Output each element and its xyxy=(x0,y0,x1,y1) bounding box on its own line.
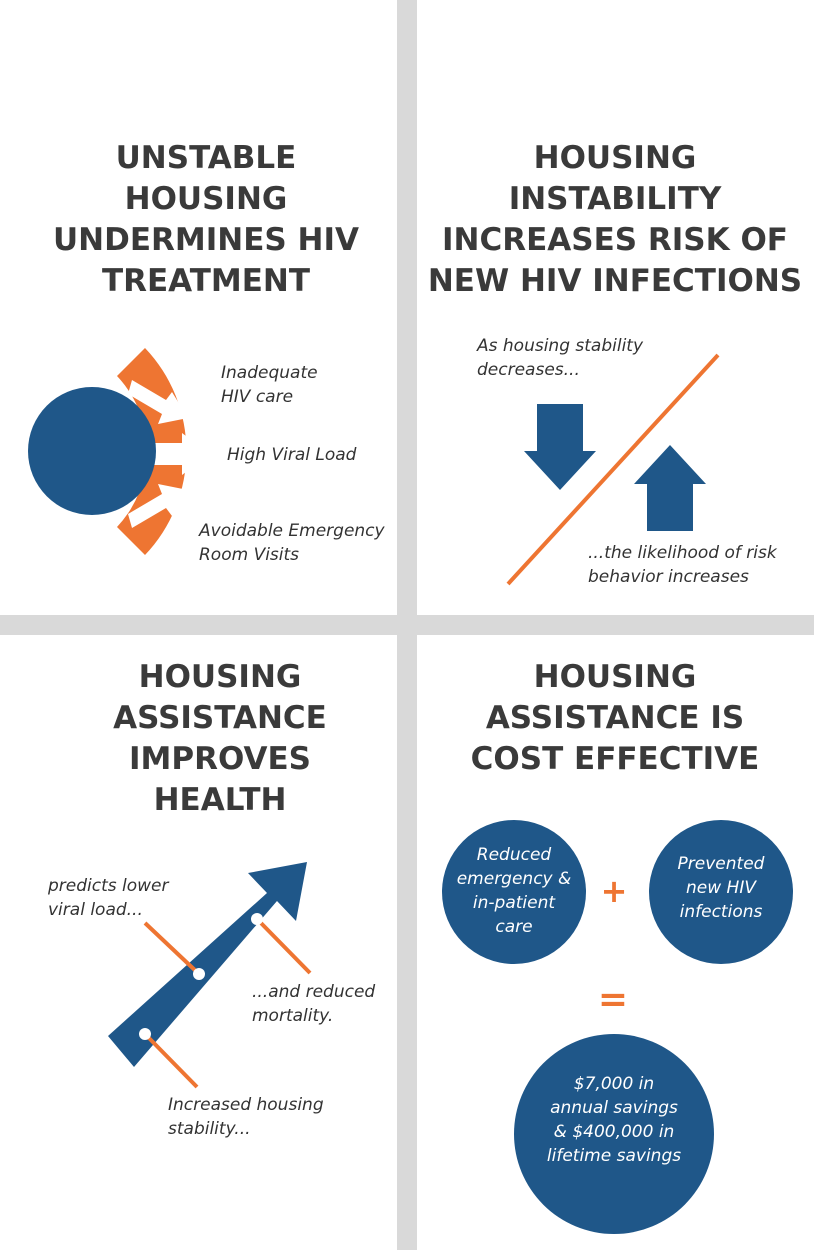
up-arrow-icon xyxy=(634,445,706,531)
label-risk-increases: ...the likelihood of risk behavior incre… xyxy=(588,543,777,587)
equals-sign: = xyxy=(597,979,629,1020)
pointer-line-mortality xyxy=(255,917,312,975)
reduced-care-circle xyxy=(442,820,586,964)
label-stability-decreases: As housing stability decreases... xyxy=(477,336,644,380)
marker-dot-stability xyxy=(139,1028,151,1040)
down-arrow-icon xyxy=(524,404,596,490)
label-emergency-visits: Avoidable Emergency Room Visits xyxy=(199,521,385,565)
panel2-title: HOUSING INSTABILITY INCREASES RISK OF NE… xyxy=(427,140,803,299)
label-high-viral-load: High Viral Load xyxy=(227,445,357,465)
unstable-housing-graphic xyxy=(28,348,210,555)
reduced-care-text: Reduced emergency & in-patient care xyxy=(456,845,572,937)
improves-health-graphic xyxy=(108,862,312,1089)
label-increased-stability: Increased housing stability... xyxy=(168,1095,324,1139)
marker-dot-viral xyxy=(193,968,205,980)
label-reduced-mortality: ...and reduced mortality. xyxy=(252,982,376,1026)
housing-circle xyxy=(28,387,156,515)
diagonal-line xyxy=(506,353,720,586)
arrow-icon-bottom xyxy=(128,484,188,528)
panel1-title: UNSTABLE HOUSING UNDERMINES HIV TREATMEN… xyxy=(53,140,359,299)
savings-circle xyxy=(514,1034,714,1234)
arrow-icon-middle xyxy=(150,433,210,475)
plus-sign: + xyxy=(600,872,628,910)
pointer-line-stability xyxy=(143,1032,199,1089)
horizontal-divider xyxy=(0,615,814,635)
instability-graphic xyxy=(506,353,720,586)
label-lower-viral-load: predicts lower viral load... xyxy=(48,876,169,920)
pointer-line-viral xyxy=(143,921,201,976)
cost-effective-graphic xyxy=(442,820,793,1234)
prevented-infections-text: Prevented new HIV infections xyxy=(677,854,765,922)
marker-dot-mortality xyxy=(251,913,263,925)
label-inadequate-care: Inadequate HIV care xyxy=(221,363,318,407)
arrow-icon-top xyxy=(128,380,188,424)
prevented-infections-circle xyxy=(649,820,793,964)
panel4-title: HOUSING ASSISTANCE IS COST EFFECTIVE xyxy=(470,659,760,777)
panel3-title: HOUSING ASSISTANCE IMPROVES HEALTH xyxy=(113,659,327,818)
savings-text: $7,000 in annual savings & $400,000 in l… xyxy=(546,1074,682,1166)
